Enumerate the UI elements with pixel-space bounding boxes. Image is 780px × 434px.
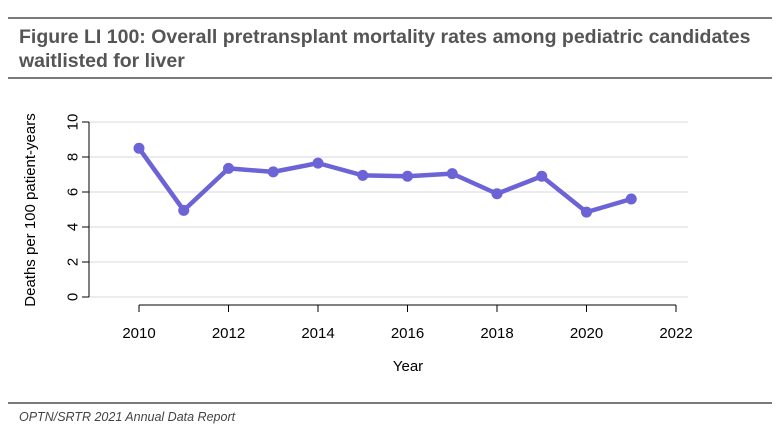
y-tick-label: 4: [64, 223, 81, 231]
x-tick-label: 2016: [391, 325, 424, 342]
data-point: [178, 204, 190, 216]
x-tick-label: 2014: [301, 325, 334, 342]
y-tick-label: 6: [64, 188, 81, 196]
data-point: [223, 162, 234, 174]
top-rule: [8, 17, 772, 19]
x-axis-label: Year: [393, 358, 423, 375]
gridlines: [89, 121, 688, 298]
data-point: [446, 168, 458, 180]
x-tick-label: 2012: [212, 325, 245, 342]
data-point: [357, 169, 369, 181]
data-point: [133, 142, 145, 154]
x-axis-ticks: 2010 2012 2014 2016 2018 2020 2022: [122, 305, 693, 342]
x-tick-label: 2018: [480, 325, 513, 342]
data-point: [491, 188, 503, 200]
y-tick-label: 8: [64, 153, 81, 161]
line-chart: 2010 2012 2014 2016 2018 2020 2022 0 2 4 6 8 10 Yea…: [22, 113, 693, 375]
y-tick-label: 0: [64, 293, 81, 301]
data-point: [402, 170, 413, 182]
x-tick-label: 2020: [570, 325, 603, 342]
source-note: OPTN/SRTR 2021 Annual Data Report: [19, 410, 236, 424]
data-series: [133, 142, 637, 218]
x-tick-label: 2022: [659, 325, 692, 342]
series-line: [136, 146, 634, 215]
footer-rule: [8, 402, 772, 404]
data-point: [312, 157, 324, 169]
figure-title: Figure LI 100: Overall pretransplant mor…: [19, 26, 751, 72]
data-point: [267, 166, 279, 178]
data-point: [581, 206, 592, 218]
y-axis-label: Deaths per 100 patient-years: [22, 113, 39, 306]
y-axis-ticks: 0 2 4 6 8 10: [64, 114, 89, 301]
data-point: [536, 170, 548, 182]
y-tick-label: 2: [64, 258, 81, 266]
title-rule: [8, 77, 772, 79]
data-point: [625, 193, 637, 205]
x-tick-label: 2010: [122, 325, 155, 342]
y-tick-label: 10: [64, 114, 81, 131]
